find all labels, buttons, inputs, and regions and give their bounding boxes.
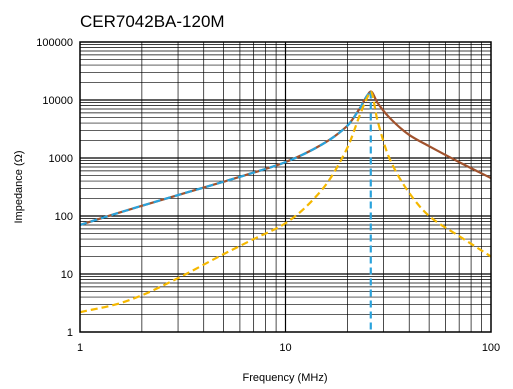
y-tick-label: 100 [55, 211, 73, 223]
y-axis-title: Impedance (Ω) [13, 150, 25, 223]
x-tick-label: 10 [279, 342, 291, 354]
y-tick-label: 10 [61, 269, 73, 281]
x-axis-title: Frequency (MHz) [243, 372, 328, 384]
y-tick-label: 1000 [49, 153, 73, 165]
plot-frame [79, 41, 492, 333]
grid [80, 42, 491, 332]
y-tick-label: 100000 [36, 37, 73, 49]
x-tick-label: 1 [77, 342, 83, 354]
series-line-3 [79, 90, 492, 314]
series-group [79, 90, 492, 332]
x-tick-labels: 1 10 100 [77, 342, 500, 354]
series-line-1 [79, 90, 372, 227]
x-tick-label: 100 [482, 342, 500, 354]
y-tick-label: 1 [67, 327, 73, 339]
y-tick-label: 10000 [42, 95, 73, 107]
chart-title: CER7042BA-120M [80, 12, 225, 31]
y-tick-labels: 1 10 100 1000 10000 100000 [36, 37, 73, 339]
